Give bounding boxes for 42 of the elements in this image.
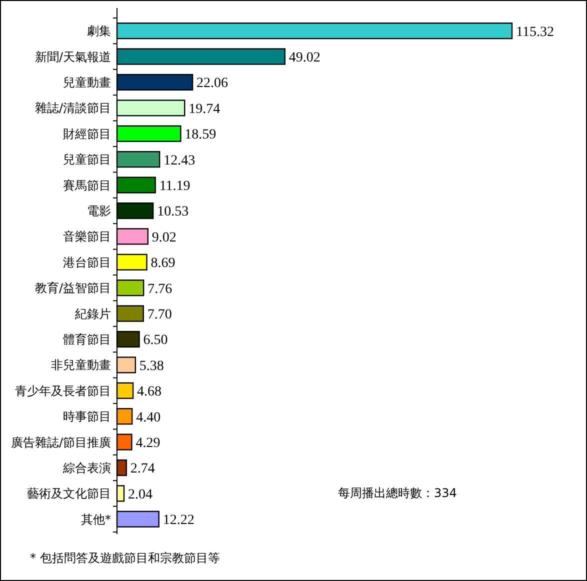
data-label: 12.22 (162, 513, 194, 528)
data-label: 5.38 (139, 358, 164, 374)
y-tick-label: 青少年及長者節目 (15, 384, 111, 398)
data-label: 2.04 (128, 487, 152, 502)
data-label: 22.06 (196, 76, 228, 92)
y-tick-label: 教育/益智節目 (34, 281, 111, 296)
y-tick-label: 綜合表演 (62, 460, 111, 475)
annotation: 每周播出總時數：334 (338, 486, 457, 500)
data-label: 49.02 (288, 50, 320, 66)
data-label: 8.69 (150, 256, 176, 272)
data-label: 10.53 (157, 204, 189, 220)
data-label: 9.02 (152, 230, 176, 246)
data-label: 2.74 (130, 462, 155, 477)
data-label: 18.59 (184, 128, 216, 143)
data-label: 7.70 (147, 307, 172, 322)
y-tick-label: 劇集 (87, 24, 111, 38)
data-label: 6.50 (143, 333, 168, 348)
y-tick-label: 新聞/天氣報道 (34, 50, 111, 64)
y-tick-label: 港台節目 (63, 255, 111, 270)
y-tick-label: 時事節目 (63, 410, 111, 424)
data-label: 4.68 (137, 384, 162, 400)
y-tick-label: 音樂節目 (63, 230, 111, 244)
y-tick-label: 兒童節目 (63, 152, 111, 167)
text: * 包括問答及遊戲節目和宗教節目等 (30, 551, 220, 565)
data-label: 19.74 (188, 102, 220, 117)
data-label: 115.32 (516, 24, 554, 40)
y-tick-label: 電影 (87, 204, 111, 218)
y-tick-label: 藝術及文化節目 (27, 486, 111, 501)
y-tick-label: 紀錄片 (75, 306, 111, 321)
y-tick-label: 廣告雜誌/節目推廣 (10, 435, 111, 450)
y-tick-label: 非兒童動畫 (51, 358, 111, 372)
y-tick-label: 其他* (81, 512, 111, 526)
data-label: 11.19 (159, 178, 190, 194)
y-tick-label: 兒童動畫 (63, 75, 111, 90)
y-tick-label: 體育節目 (63, 332, 111, 346)
data-label: 4.40 (136, 410, 161, 426)
y-tick-label: 財經節目 (63, 126, 111, 141)
data-label: 7.76 (148, 282, 172, 297)
y-tick-label: 賽馬節目 (63, 178, 111, 192)
y-tick-label: 雜誌/清談節目 (34, 101, 111, 116)
data-label: 12.43 (164, 153, 196, 168)
data-label: 4.29 (136, 436, 160, 451)
